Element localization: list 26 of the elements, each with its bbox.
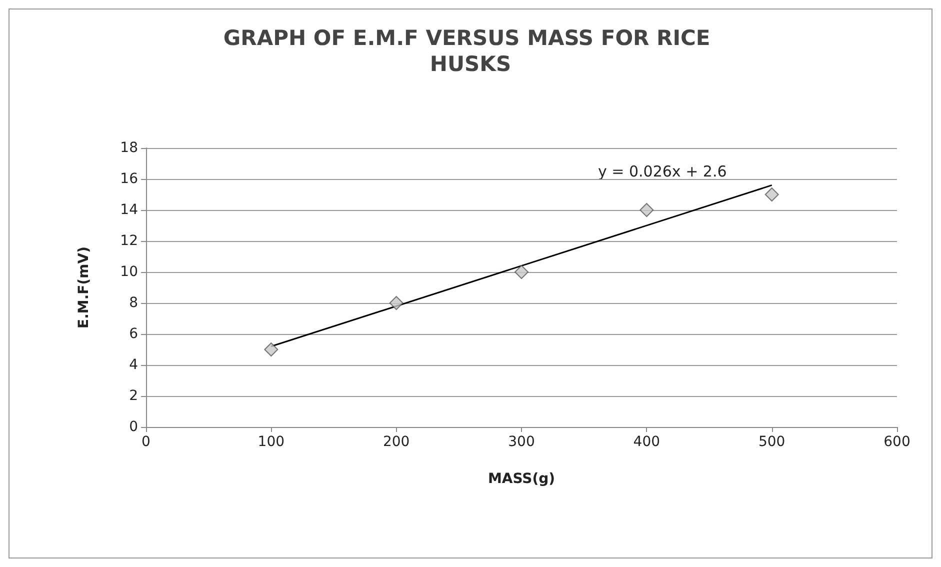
x-tick-label: 200: [382, 434, 410, 450]
y-tick-label: 6: [129, 326, 138, 342]
x-tick-label: 500: [758, 434, 786, 450]
point: [764, 188, 779, 202]
x-tick-label: 600: [884, 434, 910, 450]
y-tick-label: 14: [120, 202, 138, 218]
y-tick-label: 2: [129, 388, 138, 404]
point: [389, 296, 404, 310]
y-tick-label: 0: [129, 419, 138, 435]
annotation: y = 0.026x + 2.6: [598, 162, 727, 180]
y-axis-title: E.M.F(mV): [76, 246, 92, 328]
y-tick-label: 18: [120, 140, 138, 156]
point: [264, 342, 278, 356]
y-tick-label: 12: [120, 233, 138, 249]
chart-title: GRAPH OF E.M.F VERSUS MASS FOR RICE HUSKS: [223, 26, 718, 76]
x-tick-label: 100: [258, 434, 285, 450]
point: [640, 203, 654, 217]
x-axis-title: MASS(g): [488, 471, 556, 487]
point: [514, 265, 528, 279]
y-tick-label: 10: [120, 264, 138, 280]
y-tick-label: 16: [120, 171, 138, 187]
y-tick-label: 8: [129, 295, 138, 311]
x-tick-label: 400: [633, 434, 660, 450]
x-tick-label: 300: [508, 434, 535, 450]
y-tick-label: 4: [129, 357, 138, 373]
x-tick-label: 0: [142, 434, 150, 450]
